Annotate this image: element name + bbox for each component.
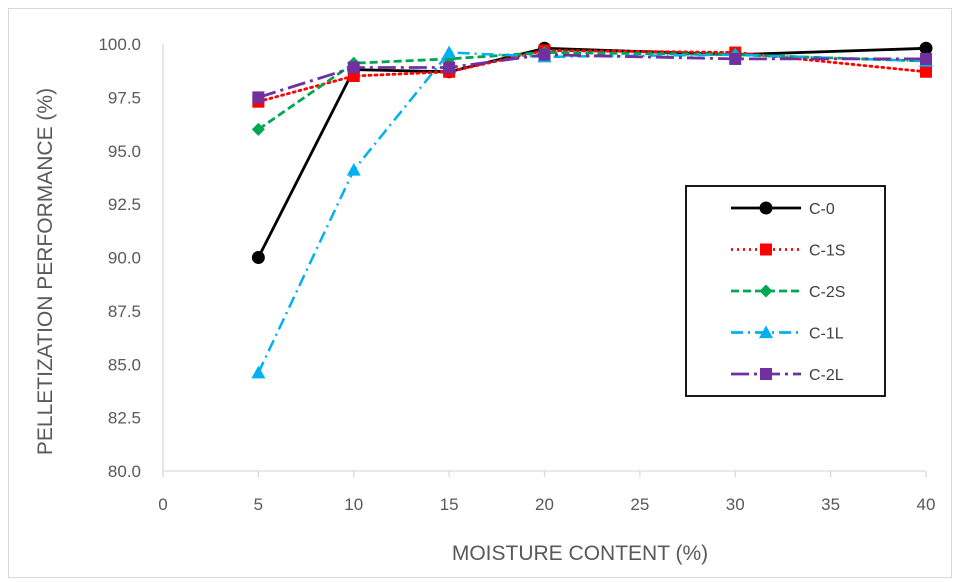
legend-marker	[760, 368, 772, 380]
y-tick-label: 97.5	[108, 88, 141, 107]
data-point	[252, 91, 265, 104]
data-point	[251, 251, 265, 264]
legend-entry: C-2L	[731, 367, 844, 384]
x-axis-title: MOISTURE CONTENT (%)	[452, 542, 708, 565]
x-tick-label: 20	[535, 495, 554, 514]
tick-labels: 0 5 10 15 20 25 30 35 40 80.0 82.5 85.0 87.5 90.0 92.5…	[98, 35, 935, 514]
x-tick-label: 30	[726, 495, 745, 514]
legend-label: C-2S	[809, 284, 845, 301]
legend-marker	[759, 284, 773, 298]
legend-entry: C-1L	[731, 325, 844, 343]
series-c-2s	[251, 46, 933, 136]
y-tick-label: 80.0	[108, 462, 141, 481]
data-point	[251, 122, 265, 136]
legend-entry: C-1S	[731, 243, 845, 260]
data-point	[538, 48, 551, 61]
y-tick-label: 82.5	[108, 409, 141, 428]
legend-marker	[759, 325, 773, 339]
data-point	[442, 45, 457, 59]
series-c-2l	[252, 48, 932, 104]
data-point	[920, 52, 932, 65]
y-axis-title: PELLETIZATION PERFORMANCE (%)	[34, 88, 57, 455]
x-tick-label: 10	[344, 495, 363, 514]
y-tick-label: 87.5	[108, 302, 141, 321]
series-layer	[251, 41, 933, 379]
series-line	[257, 51, 927, 131]
legend-marker	[760, 243, 772, 256]
y-tick-label: 90.0	[108, 249, 141, 268]
data-point	[729, 52, 742, 65]
x-tick-label: 35	[821, 495, 840, 514]
y-tick-label: 85.0	[108, 355, 141, 374]
legend: C-0 C-1S C-2S C-1L C-2L	[685, 185, 886, 397]
x-tick-label: 15	[440, 495, 459, 514]
legend-marker	[759, 201, 773, 215]
legend-label: C-1S	[809, 243, 845, 260]
data-point	[443, 61, 456, 74]
y-tick-label: 92.5	[108, 195, 141, 214]
data-point	[346, 162, 361, 176]
series-line	[257, 51, 927, 374]
x-tick-label: 40	[917, 495, 936, 514]
data-point	[920, 65, 932, 78]
legend-label: C-2L	[809, 367, 844, 384]
legend-entry: C-0	[731, 201, 835, 218]
x-tick-label: 0	[158, 495, 167, 514]
series-line	[257, 46, 927, 259]
data-point	[251, 365, 266, 379]
y-tick-label: 95.0	[108, 142, 141, 161]
legend-entry: C-2S	[731, 284, 845, 301]
x-tick-label: 5	[254, 495, 263, 514]
y-tick-label: 100.0	[98, 35, 141, 54]
data-point	[347, 61, 360, 74]
data-point	[919, 41, 933, 55]
x-tick-label: 25	[630, 495, 649, 514]
legend-label: C-1L	[809, 326, 844, 343]
legend-label: C-0	[809, 201, 835, 218]
